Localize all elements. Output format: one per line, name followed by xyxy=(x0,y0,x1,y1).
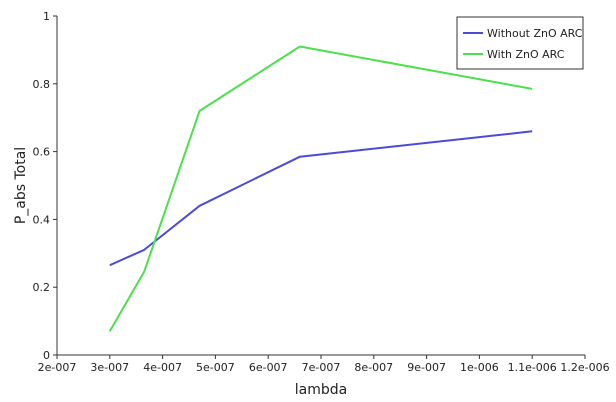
legend-box xyxy=(457,17,583,69)
y-tick-label: 0.8 xyxy=(33,78,51,91)
x-tick-label: 9e-007 xyxy=(407,361,446,374)
x-tick-label: 8e-007 xyxy=(354,361,393,374)
y-tick-label: 1 xyxy=(43,10,50,23)
x-tick-label: 6e-007 xyxy=(249,361,288,374)
y-tick-label: 0.4 xyxy=(33,213,51,226)
legend: Without ZnO ARC With ZnO ARC xyxy=(457,17,583,69)
series-line-1 xyxy=(110,47,532,332)
y-axis-title: P_abs Total xyxy=(13,147,29,224)
legend-label-0: Without ZnO ARC xyxy=(487,27,583,40)
series-line-0 xyxy=(110,131,532,265)
x-tick-label: 4e-007 xyxy=(143,361,182,374)
x-tick-label: 3e-007 xyxy=(90,361,129,374)
legend-label-1: With ZnO ARC xyxy=(487,48,565,61)
x-tick-label: 1.1e-006 xyxy=(508,361,557,374)
series-lines xyxy=(110,47,532,332)
y-tick-label: 0.2 xyxy=(33,281,51,294)
x-tick-label: 5e-007 xyxy=(196,361,235,374)
x-tick-label: 7e-007 xyxy=(302,361,341,374)
x-tick-label: 1e-006 xyxy=(460,361,499,374)
x-tick-label: 1.2e-006 xyxy=(560,361,609,374)
y-tick-label: 0.6 xyxy=(33,146,51,159)
x-axis-title: lambda xyxy=(295,382,347,398)
x-tick-label: 2e-007 xyxy=(38,361,77,374)
